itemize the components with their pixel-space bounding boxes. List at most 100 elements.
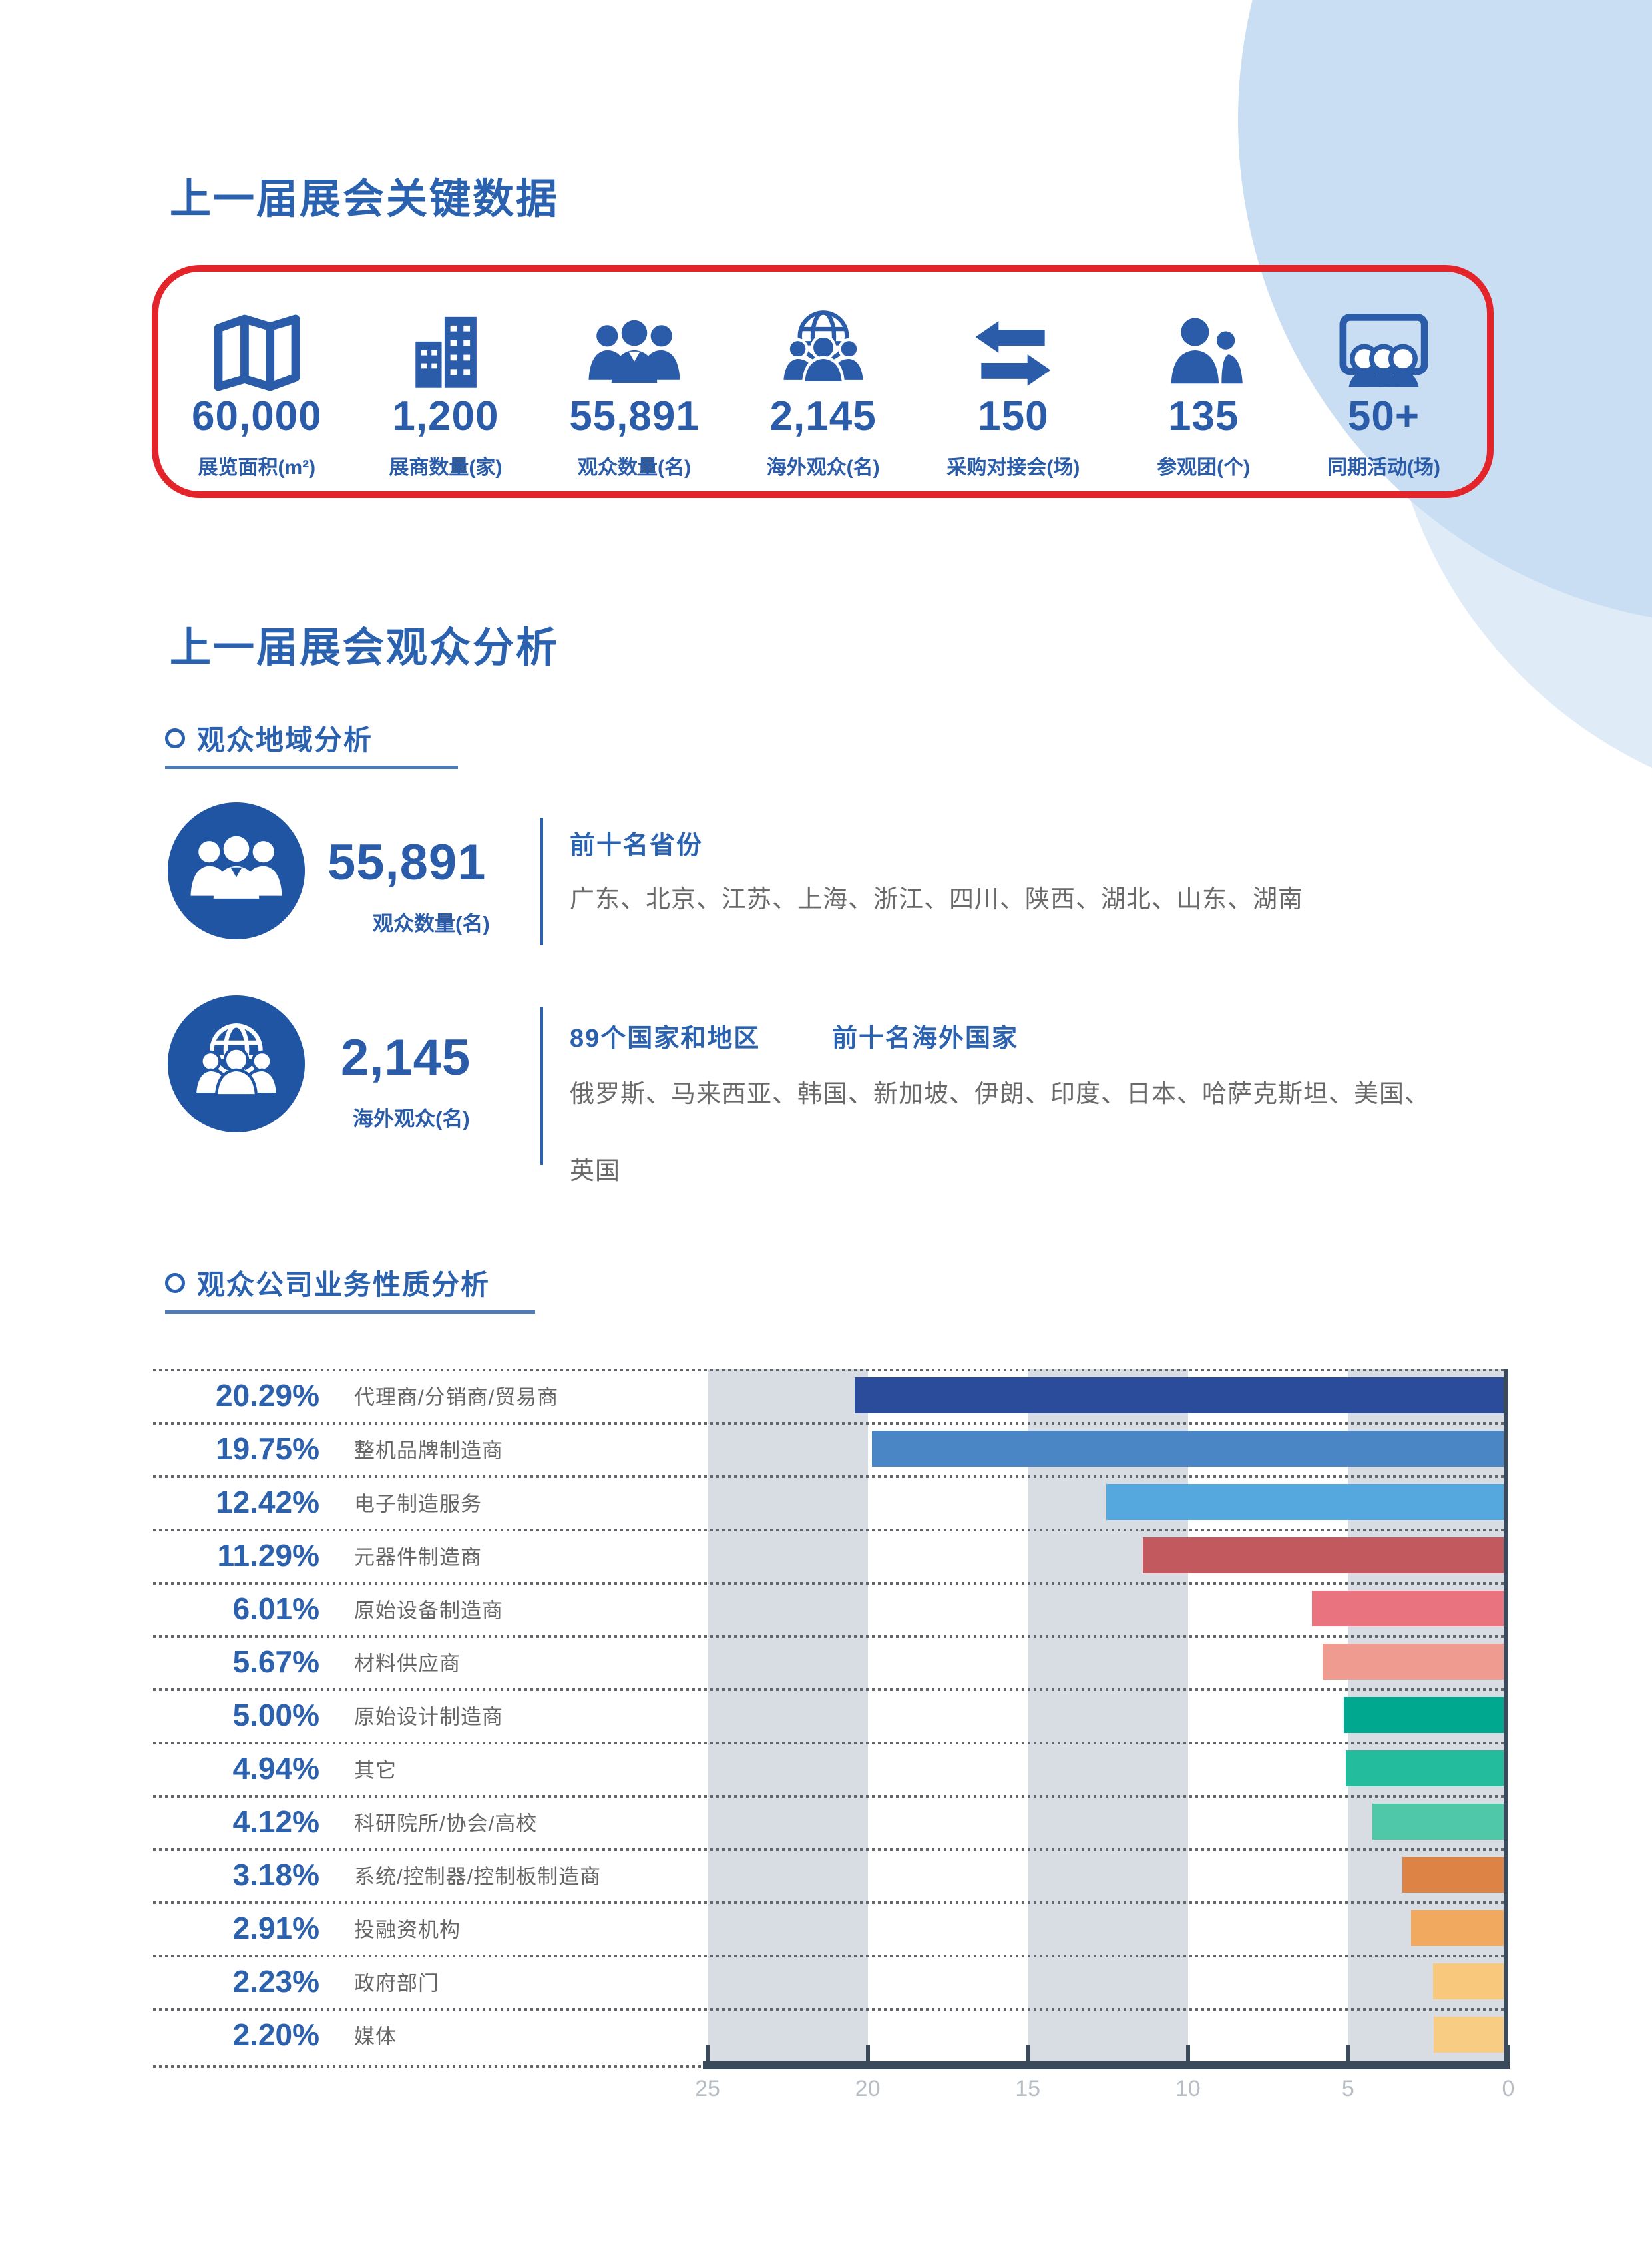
row-category: 代理商/分销商/贸易商 [354, 1385, 559, 1409]
stat-label: 观众数量(名) [578, 457, 692, 479]
row-category: 媒体 [354, 2025, 397, 2049]
x-axis-tick [1185, 2045, 1190, 2063]
stat-label: 展览面积(m²) [198, 457, 316, 479]
x-axis-tick [865, 2045, 870, 2063]
chart-row: 5.67% 材料供应商 [153, 1635, 1508, 1688]
row-category: 系统/控制器/控制板制造商 [354, 1865, 602, 1889]
x-axis-tick-label: 5 [1341, 2076, 1354, 2101]
row-percent: 5.67% [232, 1644, 319, 1679]
overseas-icon [773, 280, 873, 391]
row-bar [1323, 1644, 1504, 1680]
top-countries-line2: 英国 [570, 1157, 620, 1184]
row-category: 科研院所/协会/高校 [354, 1812, 538, 1836]
dotted-separator [153, 1529, 1508, 1531]
dotted-separator [153, 1742, 1508, 1744]
domestic-visitor-count: 55,891 [327, 834, 487, 891]
visitors-icon [584, 280, 684, 391]
tour-group-icon [1161, 280, 1245, 391]
region-subtitle: 观众地域分析 [197, 724, 373, 756]
row-category: 电子制造服务 [354, 1492, 482, 1516]
x-axis-tick-label: 10 [1175, 2076, 1201, 2101]
row-category: 原始设备制造商 [354, 1599, 503, 1622]
chart-row: 11.29% 元器件制造商 [153, 1529, 1508, 1582]
dotted-separator [153, 1795, 1508, 1798]
dotted-separator [153, 1848, 1508, 1851]
visitors-group-icon [186, 830, 286, 913]
x-axis-tick [1026, 2045, 1030, 2063]
x-axis-line [703, 2061, 1510, 2069]
stat-label: 同期活动(场) [1327, 457, 1440, 479]
region-underline [165, 766, 458, 769]
row-bar [1106, 1484, 1504, 1520]
x-axis-tick [1346, 2045, 1350, 2063]
dotted-separator [153, 1475, 1508, 1478]
divider [540, 818, 543, 945]
row-bar [1432, 1963, 1504, 1999]
row-category: 原始设计制造商 [354, 1705, 503, 1729]
row-category: 材料供应商 [354, 1652, 461, 1676]
events-icon [1331, 280, 1436, 391]
dotted-separator [153, 1369, 1508, 1371]
row-category: 元器件制造商 [354, 1545, 482, 1569]
stat-item-5: 150 采购对接会(场) [946, 280, 1080, 486]
business-subtitle: 观众公司业务性质分析 [197, 1269, 491, 1300]
grid-band [708, 1369, 868, 2065]
stat-label: 海外观众(名) [766, 457, 880, 479]
stat-item-1: 60,000 展览面积(m²) [192, 280, 322, 486]
x-axis-tick-label: 20 [855, 2076, 881, 2101]
row-category: 政府部门 [354, 1971, 439, 1995]
chart-row: 4.12% 科研院所/协会/高校 [153, 1795, 1508, 1848]
chart-row: 19.75% 整机品牌制造商 [153, 1422, 1508, 1475]
dotted-separator [153, 1582, 1508, 1585]
x-axis-tick [1506, 2045, 1510, 2063]
building-icon [405, 280, 485, 391]
business-underline [165, 1310, 535, 1314]
row-bar [1410, 1910, 1504, 1946]
x-axis-tick-label: 15 [1015, 2076, 1041, 2101]
stat-value: 60,000 [192, 393, 322, 439]
dotted-separator [153, 1635, 1508, 1638]
chart-row: 4.94% 其它 [153, 1742, 1508, 1795]
x-axis-tick [706, 2045, 710, 2063]
x-axis-tick-label: 0 [1502, 2076, 1515, 2101]
stat-item-2: 1,200 展商数量(家) [389, 280, 502, 486]
stat-label: 采购对接会(场) [946, 457, 1080, 479]
row-bar [1344, 1697, 1504, 1733]
row-percent: 11.29% [217, 1538, 319, 1573]
chart-row: 20.29% 代理商/分销商/贸易商 [153, 1369, 1508, 1422]
dotted-separator [153, 1422, 1508, 1425]
row-category: 投融资机构 [354, 1918, 461, 1942]
stat-item-4: 2,145 海外观众(名) [767, 280, 880, 486]
dotted-separator [153, 1901, 1508, 1904]
row-percent: 3.18% [232, 1858, 319, 1892]
row-bar [1372, 1804, 1504, 1840]
stat-value: 50+ [1347, 393, 1420, 439]
overseas-badge [168, 995, 305, 1132]
globe-visitors-icon [186, 1019, 286, 1109]
business-subsection-heading: 观众公司业务性质分析 [165, 1262, 490, 1303]
top-countries-line1: 俄罗斯、马来西亚、韩国、新加坡、伊朗、印度、日本、哈萨克斯坦、美国、 [570, 1080, 1430, 1107]
row-percent: 6.01% [232, 1591, 319, 1626]
row-bar [1434, 2017, 1504, 2053]
overseas-visitor-count: 2,145 [341, 1029, 471, 1086]
key-stats-panel [152, 265, 1494, 498]
divider [540, 1007, 543, 1165]
row-bar [871, 1431, 1504, 1467]
row-bar [1402, 1857, 1504, 1893]
visitors-badge [168, 802, 305, 939]
stat-item-7: 50+ 同期活动(场) [1327, 280, 1440, 486]
stat-label: 参观团(个) [1157, 457, 1251, 479]
dotted-separator [153, 1955, 1508, 1957]
exchange-icon [970, 280, 1056, 391]
row-percent: 2.91% [232, 1911, 319, 1945]
stat-value: 1,200 [392, 393, 499, 439]
x-axis-tick-label: 25 [695, 2076, 720, 2101]
key-data-title: 上一届展会关键数据 [170, 176, 560, 222]
stat-value: 150 [978, 393, 1049, 439]
row-bar [1346, 1750, 1504, 1786]
row-percent: 19.75% [215, 1431, 319, 1466]
y-axis-line [1504, 1369, 1508, 2069]
key-stats-row: 60,000 展览面积(m²) 1,200 展商数量(家) 55,891 观众数量(名) 2… [165, 280, 1480, 486]
chart-row: 2.23% 政府部门 [153, 1955, 1508, 2008]
